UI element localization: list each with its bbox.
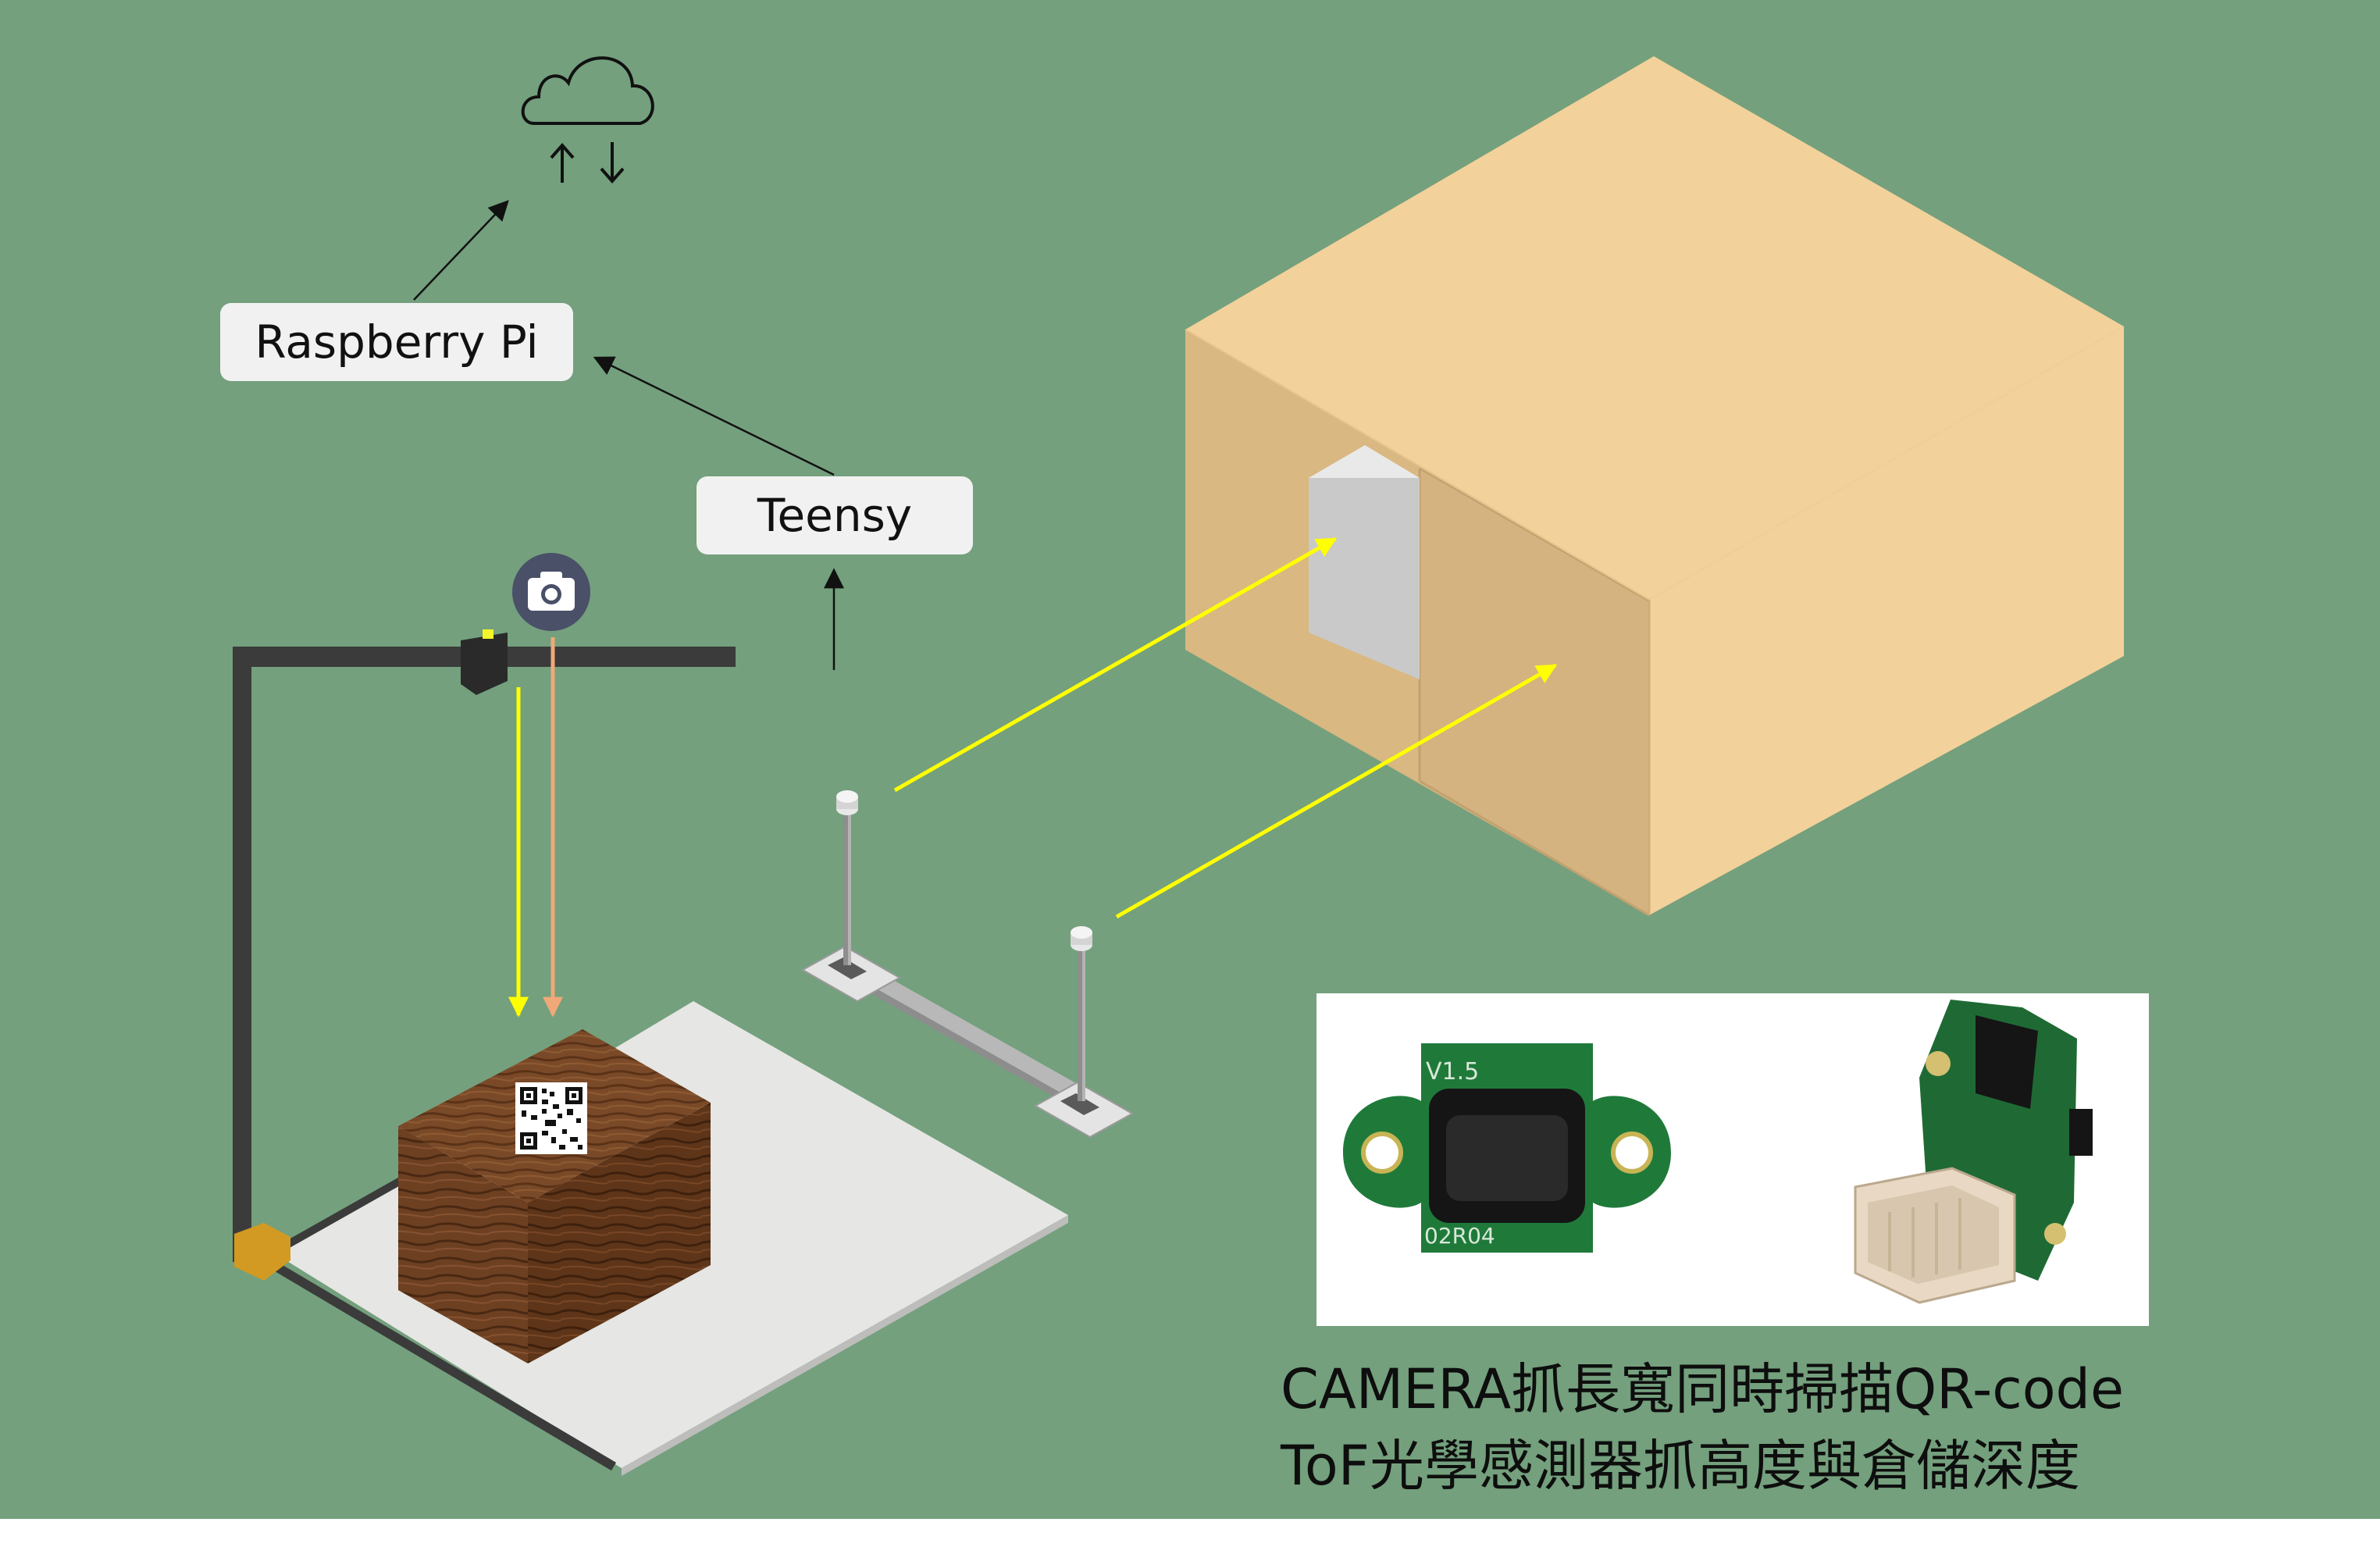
caption-line-camera: CAMERA抓長寬同時掃描QR-code <box>1281 1357 2125 1421</box>
package-side <box>528 1103 711 1363</box>
gantry-corner-bracket <box>234 1223 290 1281</box>
pi-to-cloud-arrow <box>413 200 509 301</box>
raspberry-pi-label: Raspberry Pi <box>220 303 573 381</box>
shelf-top-face <box>1185 56 2124 600</box>
tof-beam-lower <box>1115 663 1558 919</box>
warehouse-shelf <box>1185 56 2124 917</box>
upload-arrow-icon <box>550 142 575 183</box>
caption-line-tof: ToF光學感測器抓高度與倉儲深度 <box>1281 1434 2080 1498</box>
tof-sensor-photo-panel: V1.5 02R04 <box>1316 993 2149 1326</box>
cloud-sync-icon <box>521 56 654 184</box>
teensy-label: Teensy <box>697 476 973 554</box>
download-arrow-icon <box>600 142 625 184</box>
teensy-to-pi-arrow <box>593 356 835 476</box>
shelf-right-face <box>1649 326 2124 915</box>
camera-mount <box>461 633 508 695</box>
tof-sensor-side-photo <box>1854 1000 2093 1304</box>
qr-code <box>515 1082 587 1154</box>
package-front <box>398 1126 528 1363</box>
gantry-floor-rail <box>255 1251 617 1471</box>
wooden-package <box>398 1029 711 1363</box>
tof-sensor-front-photo: V1.5 02R04 <box>1343 1043 1671 1253</box>
camera-icon <box>512 553 590 631</box>
cloud-icon <box>521 56 654 125</box>
tof-beam-upper <box>893 536 1338 793</box>
gantry-vertical-post <box>233 647 251 1262</box>
sensor-base-1 <box>800 790 902 1003</box>
bottom-margin <box>0 1519 2380 1547</box>
caption: CAMERA抓長寬同時掃描QR-code ToF光學感測器抓高度與倉儲深度 <box>1281 1351 2296 1504</box>
stored-item-front <box>1309 478 1420 679</box>
raspberry-pi-text: Raspberry Pi <box>255 315 539 369</box>
sensor-code-label: 02R04 <box>1424 1223 1495 1249</box>
teensy-text: Teensy <box>757 489 913 542</box>
tof-sensor-stand <box>800 790 1135 1139</box>
sensor-version-label: V1.5 <box>1426 1058 1479 1085</box>
camera-gantry <box>233 629 736 1471</box>
stand-rail <box>865 973 1099 1106</box>
sensor-base-2 <box>1033 926 1135 1139</box>
